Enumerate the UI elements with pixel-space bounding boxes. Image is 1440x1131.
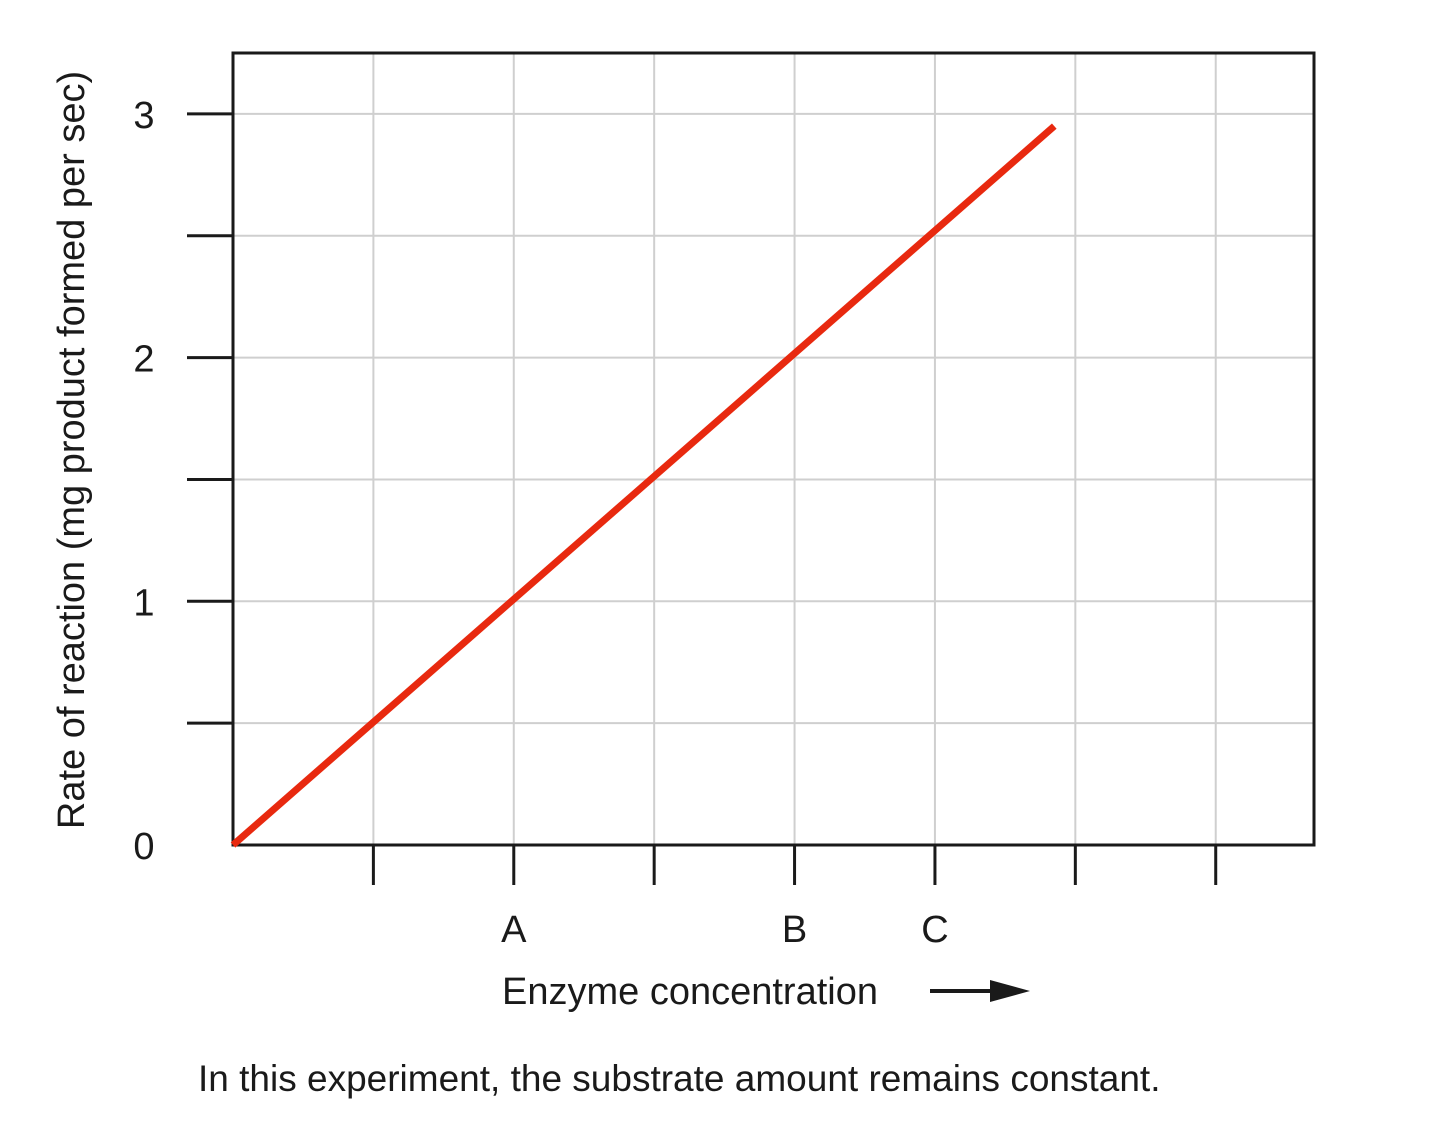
x-tick-label: A [501,909,527,951]
x-axis-label: Enzyme concentration [502,971,878,1013]
grid-lines [233,53,1314,845]
y-axis-ticks: 0 1 2 3 [133,95,233,868]
chart-caption: In this experiment, the substrate amount… [198,1058,1161,1099]
series-layer [230,123,1057,848]
y-tick-label: 2 [133,339,154,381]
plot-area-frame [231,51,1316,847]
x-axis-direction-arrow-icon [930,980,1030,1002]
x-tick-label: C [921,909,948,951]
x-axis-ticks: A B C [371,845,1218,951]
series-line [230,123,1057,848]
y-tick-label: 1 [133,582,154,624]
y-axis-label: Rate of reaction (mg product formed per … [51,71,93,829]
x-tick-label: B [782,909,807,951]
y-tick-label: 0 [133,826,154,868]
y-tick-label: 3 [133,95,154,137]
